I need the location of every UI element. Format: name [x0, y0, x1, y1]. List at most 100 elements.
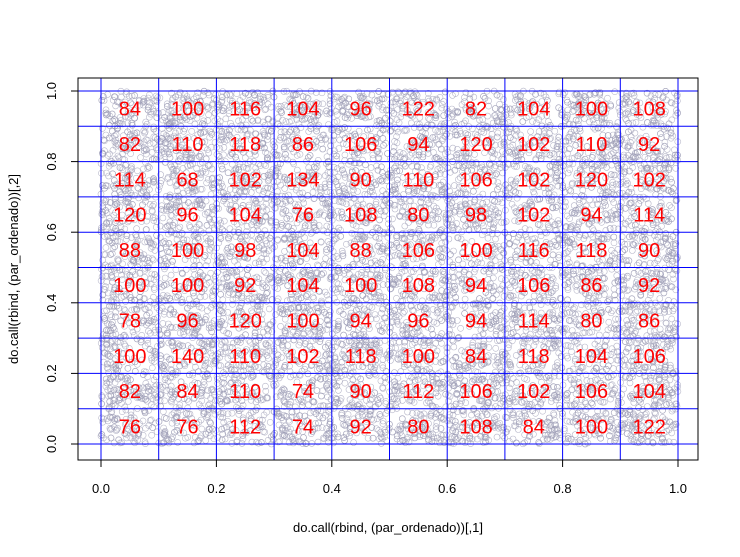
scatter-point — [442, 431, 450, 439]
scatter-point — [571, 243, 579, 251]
scatter-point — [502, 149, 510, 157]
scatter-point — [484, 112, 491, 120]
scatter-point — [408, 119, 415, 127]
scatter-point — [517, 255, 525, 262]
scatter-point — [458, 101, 466, 108]
scatter-point — [484, 123, 491, 131]
scatter-point — [346, 372, 353, 379]
scatter-point — [263, 150, 271, 157]
scatter-point — [564, 169, 572, 177]
scatter-point — [505, 148, 513, 156]
scatter-point — [379, 281, 387, 288]
scatter-point — [566, 166, 574, 173]
scatter-point — [433, 309, 441, 317]
scatter-point — [150, 256, 157, 264]
scatter-point — [621, 134, 629, 142]
scatter-point — [264, 136, 271, 143]
scatter-point — [436, 315, 444, 323]
scatter-point — [461, 391, 469, 399]
scatter-point — [159, 214, 167, 222]
scatter-point — [454, 234, 462, 242]
scatter-point — [160, 424, 167, 432]
scatter-point — [520, 419, 528, 426]
scatter-point — [160, 408, 167, 415]
scatter-point — [497, 141, 505, 148]
scatter-point — [261, 122, 269, 129]
scatter-point — [457, 324, 464, 332]
scatter-point — [175, 143, 182, 151]
scatter-point — [244, 165, 252, 172]
scatter-point — [361, 428, 368, 436]
scatter-point — [520, 339, 528, 347]
scatter-point — [212, 91, 219, 98]
scatter-point — [427, 162, 435, 169]
scatter-point — [205, 209, 212, 216]
scatter-point — [370, 192, 378, 199]
scatter-point — [591, 369, 599, 376]
scatter-point — [569, 408, 576, 416]
scatter-point — [250, 289, 258, 297]
scatter-point — [142, 379, 150, 387]
scatter-point — [438, 330, 446, 337]
scatter-point — [543, 102, 551, 110]
scatter-point — [485, 335, 493, 343]
scatter-point — [377, 440, 385, 447]
scatter-point — [398, 382, 406, 390]
scatter-point — [450, 247, 457, 255]
scatter-point — [618, 233, 626, 240]
scatter-point — [416, 410, 424, 418]
scatter-point — [356, 260, 364, 268]
scatter-point — [564, 286, 572, 294]
scatter-point — [184, 404, 191, 412]
scatter-point — [281, 399, 289, 406]
scatter-point — [673, 267, 681, 275]
scatter-point — [264, 331, 272, 339]
scatter-point — [393, 294, 400, 302]
scatter-point — [641, 300, 649, 308]
scatter-point — [371, 311, 379, 318]
scatter-point — [654, 358, 661, 366]
scatter-point — [354, 421, 361, 429]
scatter-point — [341, 289, 349, 297]
scatter-point — [181, 287, 188, 295]
scatter-point — [98, 393, 106, 401]
scatter-point — [150, 140, 157, 147]
scatter-point — [102, 244, 110, 251]
scatter-points — [97, 87, 682, 448]
scatter-point — [385, 215, 393, 223]
scatter-point — [558, 345, 566, 353]
scatter-point — [137, 154, 144, 161]
scatter-point — [630, 357, 638, 365]
scatter-point — [422, 282, 430, 290]
scatter-point — [118, 164, 126, 172]
scatter-point — [148, 431, 155, 439]
scatter-point — [208, 385, 216, 393]
scatter-point — [611, 88, 619, 95]
scatter-point — [639, 123, 647, 131]
scatter-point — [462, 89, 470, 96]
scatter-point — [538, 336, 545, 343]
scatter-point — [573, 286, 581, 294]
scatter-point — [578, 301, 585, 309]
scatter-point — [402, 262, 410, 270]
scatter-point — [186, 410, 194, 418]
scatter-point — [670, 298, 678, 305]
scatter-point — [117, 117, 125, 124]
scatter-point — [283, 424, 291, 432]
scatter-point — [503, 315, 510, 323]
scatter-point — [310, 136, 318, 143]
scatter-point — [161, 274, 169, 282]
scatter-point — [106, 424, 114, 432]
scatter-point — [143, 397, 151, 405]
scatter-point — [123, 420, 130, 427]
scatter-point — [408, 99, 416, 107]
scatter-point — [247, 126, 254, 134]
scatter-point — [371, 257, 379, 265]
scatter-point — [399, 309, 407, 317]
scatter-point — [150, 217, 158, 224]
scatter-point — [430, 221, 438, 229]
scatter-point — [497, 285, 505, 293]
scatter-point — [436, 245, 444, 253]
scatter-point — [620, 385, 628, 393]
